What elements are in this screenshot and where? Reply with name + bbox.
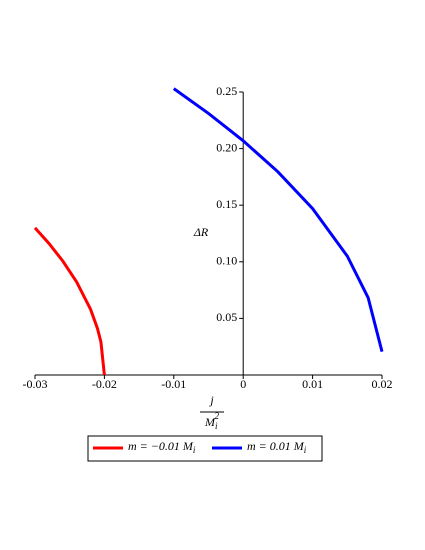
x-tick-label: -0.01 [161, 377, 186, 391]
x-tick-label: 0.01 [302, 377, 323, 391]
x-tick-label: -0.02 [92, 377, 117, 391]
legend-box [87, 435, 323, 462]
y-tick-label: 0.20 [216, 140, 237, 154]
y-axis-label: ΔR [193, 225, 209, 239]
y-tick-label: 0.05 [216, 310, 237, 324]
legend-label: m = 0.01 Mi [247, 439, 307, 455]
x-tick-label: 0.02 [372, 377, 393, 391]
y-tick-label: 0.15 [216, 197, 237, 211]
legend-label: m = −0.01 Mi [128, 439, 196, 455]
curve [33, 226, 106, 376]
y-tick-label: 0.25 [216, 84, 237, 98]
curve [172, 87, 384, 353]
x-tick-label: 0 [240, 377, 246, 391]
x-label-denominator: Mi2 [204, 411, 220, 431]
y-tick-label: 0.10 [216, 254, 237, 268]
x-tick-label: -0.03 [23, 377, 48, 391]
x-label-numerator: j [208, 393, 214, 407]
